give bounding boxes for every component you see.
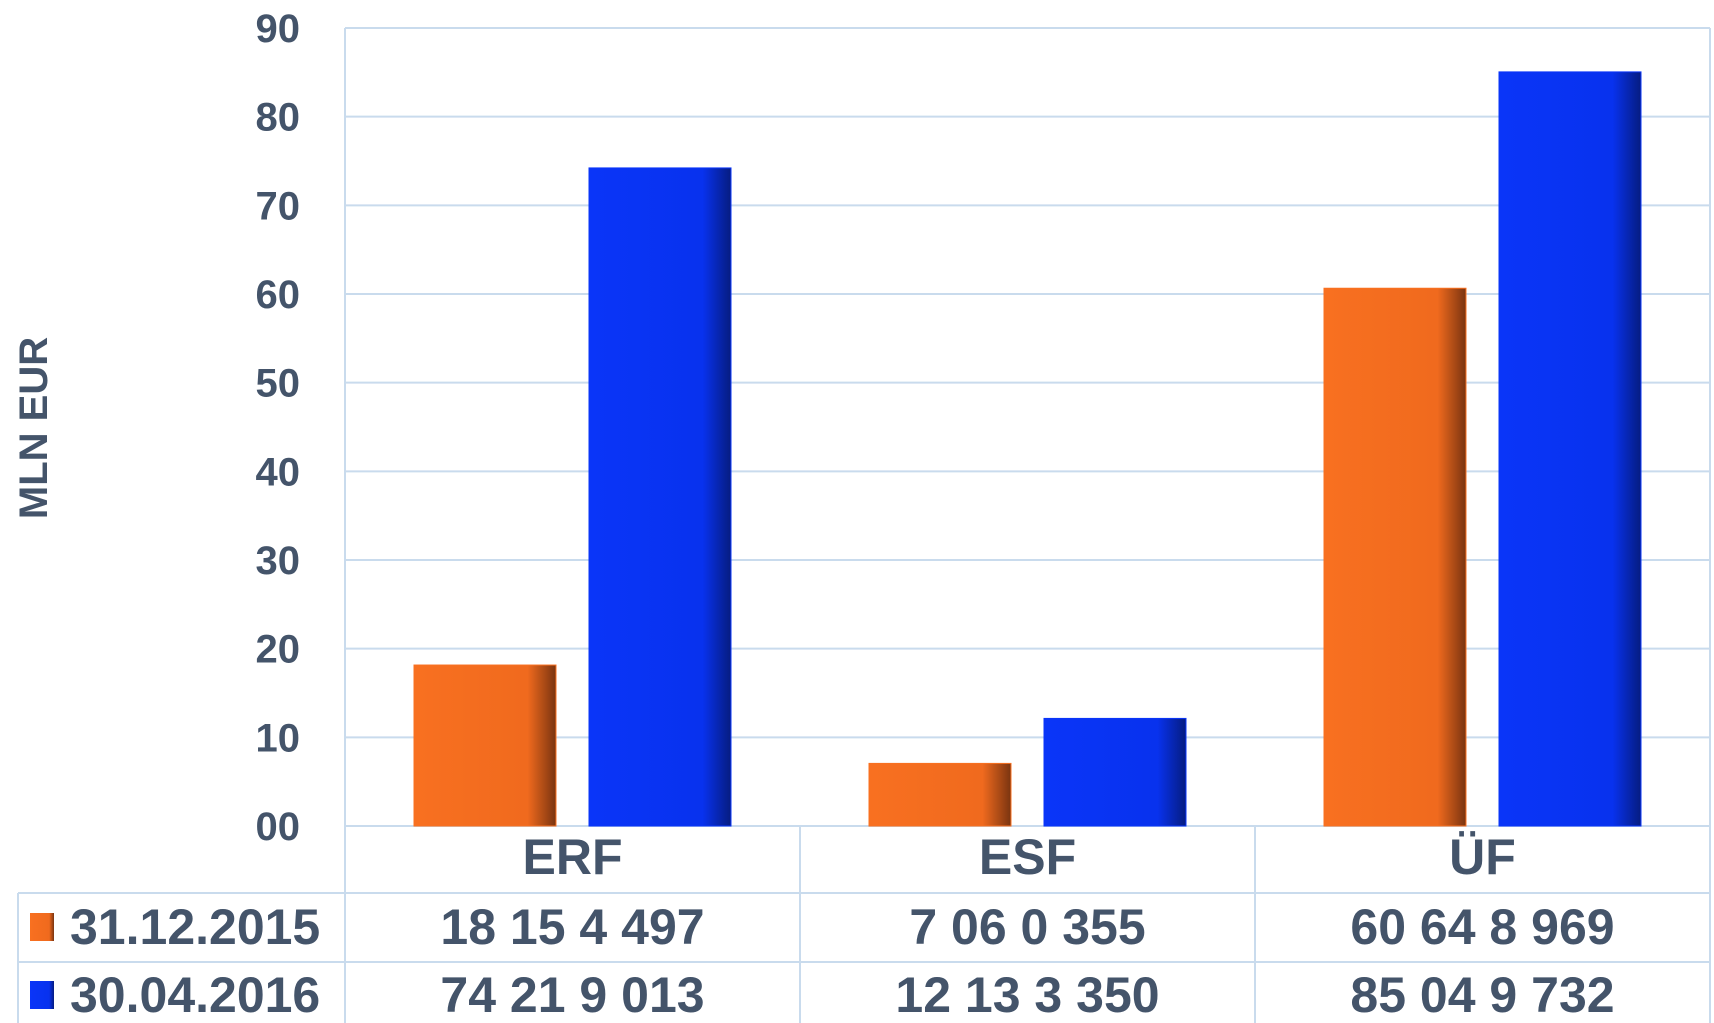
y-tick-label: 30 [256, 539, 301, 583]
x-tick-label: ESF [979, 829, 1076, 885]
table-cell: 7 06 0 355 [909, 899, 1145, 955]
y-axis-label: MLN EUR [12, 337, 56, 519]
bar-1-2 [1498, 71, 1642, 827]
bar-0-0 [413, 664, 557, 827]
legend-key-1 [30, 981, 54, 1009]
bar-1-1 [1043, 717, 1187, 827]
table-cell: 74 21 9 013 [440, 967, 704, 1023]
y-axis-ticks: 00 10 20 30 40 50 60 70 80 90 [256, 7, 301, 849]
data-table: ERF 18 15 4 497 74 21 9 013 ESF 7 06 0 355 12… [17, 826, 1710, 1023]
x-tick-label: ERF [523, 829, 623, 885]
legend-label: 31.12.2015 [70, 899, 320, 955]
y-tick-label: 50 [256, 362, 301, 406]
y-tick-label: 00 [256, 805, 301, 849]
table-cell: 18 15 4 497 [440, 899, 704, 955]
x-tick-label: ÜF [1449, 829, 1516, 885]
gridlines [344, 27, 1711, 1023]
y-tick-label: 80 [256, 96, 301, 140]
bar-0-1 [868, 762, 1012, 827]
y-tick-label: 10 [256, 716, 301, 760]
bars [413, 71, 1642, 827]
legend-key-0 [30, 913, 54, 941]
bar-1-0 [588, 167, 732, 827]
y-tick-label: 90 [256, 7, 301, 51]
legend-label: 30.04.2016 [70, 967, 320, 1023]
y-tick-label: 40 [256, 450, 301, 494]
bar-0-2 [1323, 287, 1467, 827]
y-tick-label: 70 [256, 184, 301, 228]
table-cell: 12 13 3 350 [895, 967, 1159, 1023]
table-cell: 60 64 8 969 [1350, 899, 1614, 955]
table-cell: 85 04 9 732 [1350, 967, 1614, 1023]
y-tick-label: 20 [256, 628, 301, 672]
y-tick-label: 60 [256, 273, 301, 317]
